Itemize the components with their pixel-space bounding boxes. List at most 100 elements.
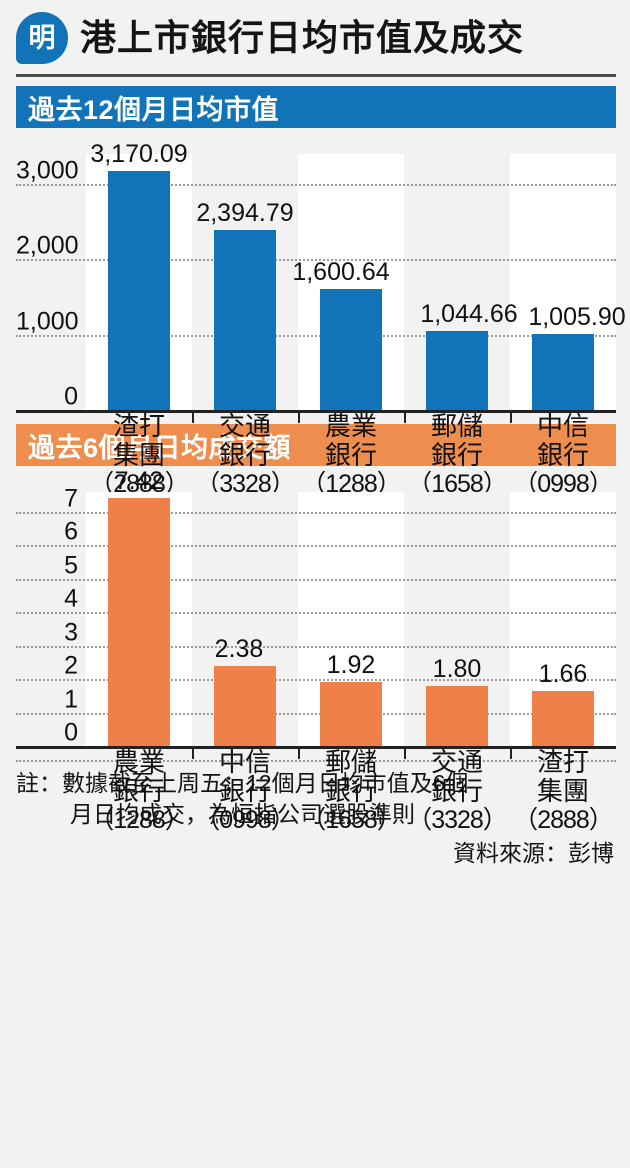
bar[interactable] — [108, 171, 170, 410]
gridline — [16, 712, 616, 715]
bank-name-line: 銀行 — [324, 776, 377, 807]
bar[interactable] — [214, 666, 276, 746]
bar[interactable] — [532, 334, 594, 410]
y-axis-tick-label: 1,000 — [16, 307, 79, 336]
x-axis-tick — [192, 410, 298, 423]
bar[interactable] — [532, 690, 594, 746]
footnote: 註：數據截至上周五；12個月日均市值及6個 月日均成交，為恒指公司選股準則 — [16, 768, 614, 830]
logo-character: 明 — [28, 22, 56, 54]
bank-name-line: 渣打 — [536, 747, 589, 777]
bar-value-label: 1.80 — [432, 654, 482, 683]
bank-name-line: 銀行 — [112, 776, 165, 807]
bank-name-line: 農業 — [324, 411, 377, 441]
chart1-x-axis-labels: 渣打 集團 （2888） 交通 銀行 （3328） 農業 銀行 （1288） 郵儲 銀行 （1658）… — [86, 411, 616, 498]
bar[interactable] — [426, 331, 488, 410]
title-divider — [16, 74, 616, 77]
bank-name-line: 郵儲 — [324, 747, 377, 777]
bar[interactable] — [320, 289, 382, 410]
stock-code: （1288） — [89, 806, 190, 835]
bar-group[interactable]: 1.66 — [510, 492, 616, 746]
gridline — [16, 578, 616, 581]
y-axis-tick-label: 4 — [64, 584, 78, 613]
bar-group[interactable]: 3,170.09 — [86, 140, 192, 410]
bank-name-line: 銀行 — [218, 440, 271, 471]
y-axis-tick-label: 2 — [64, 651, 78, 680]
chart1-plot-area: 0 1,000 2,000 3,000 3,170.09 2,394.79 1,600.6… — [16, 140, 626, 413]
mingpao-logo: 明 — [16, 12, 68, 64]
bar-value-label: 3,170.09 — [90, 140, 188, 169]
bar-group[interactable]: 1.80 — [404, 492, 510, 746]
chart2-plot-area: 0 1 2 3 4 5 6 7 7.42 2.38 1.92 1.80 1.66 — [16, 467, 616, 749]
source-line: 資料來源：彭博 — [453, 840, 614, 867]
bar-value-label: 7.42 — [114, 467, 164, 496]
y-axis-tick-label: 2,000 — [16, 231, 79, 260]
x-axis-tick — [404, 410, 510, 423]
gridline — [16, 545, 616, 548]
bar-group[interactable]: 1,600.64 — [292, 154, 404, 410]
bank-name-line: 郵儲 — [430, 411, 483, 441]
x-axis-tick — [510, 410, 616, 423]
y-axis-tick-label: 0 — [64, 382, 78, 411]
chart1-x-axis-line — [16, 410, 616, 413]
x-axis-category-label: 中信 銀行 （0998） — [510, 411, 616, 498]
y-axis-tick-label: 5 — [64, 551, 78, 580]
bar-value-label: 1.92 — [326, 650, 376, 679]
bar[interactable] — [214, 229, 276, 410]
bar-group[interactable]: 1,005.90 — [510, 154, 626, 410]
masthead: 明 港上市銀行日均市值及成交 — [0, 0, 630, 70]
x-axis-category-label: 交通 銀行 （3328） — [404, 747, 510, 835]
bank-name-line: 集團 — [112, 440, 165, 471]
bank-name-line: 銀行 — [536, 440, 589, 471]
bar-value-label: 1.66 — [538, 659, 588, 688]
bar[interactable] — [320, 681, 382, 746]
bank-name-line: 銀行 — [430, 440, 483, 471]
bar-value-label: 2.38 — [214, 635, 264, 664]
bank-name-line: 交通 — [218, 411, 271, 441]
bank-name-line: 農業 — [112, 747, 165, 777]
section-header-turnover-label: 過去6個月日均成交額 — [28, 432, 292, 463]
chart2-x-axis-ticks — [86, 746, 616, 759]
bar-value-label: 1,600.64 — [292, 258, 390, 287]
bar-group[interactable]: 2,394.79 — [192, 154, 298, 410]
bank-name-line: 銀行 — [218, 776, 271, 807]
bar-group[interactable]: 2.38 — [192, 492, 298, 746]
x-axis-category-label: 郵儲 銀行 （1658） — [404, 411, 510, 498]
bar-group[interactable]: 1.92 — [298, 492, 404, 746]
y-axis-tick-label: 7 — [64, 484, 78, 513]
bar-group[interactable]: 1,044.66 — [404, 154, 518, 410]
section-header-market-value-label: 過去12個月日均市值 — [28, 94, 280, 125]
x-axis-category-label: 交通 銀行 （3328） — [192, 411, 298, 498]
bar-group[interactable]: 7.42 — [86, 467, 192, 746]
bank-name-line: 渣打 — [112, 411, 165, 441]
stock-code: （3328） — [407, 806, 508, 835]
gridline — [16, 512, 616, 515]
x-axis-category-label: 農業 銀行 （1288） — [298, 411, 404, 498]
gridline — [16, 679, 616, 682]
chart1-bars: 3,170.09 2,394.79 1,600.64 1,044.66 1,005.90 — [86, 140, 626, 410]
bar[interactable] — [426, 685, 488, 746]
x-axis-category-label: 郵儲 銀行 （1658） — [298, 747, 404, 835]
x-axis-category-label: 中信 銀行 （0998） — [192, 747, 298, 834]
chart2-x-axis-labels: 農業 銀行 （1288） 中信 銀行 （0998） 郵儲 銀行 （1658） 交通 銀行 （3328）… — [86, 747, 616, 835]
x-axis-tick — [404, 746, 510, 759]
chart2-x-axis-line — [16, 746, 616, 749]
stock-code: （1658） — [301, 806, 402, 835]
chart1-x-axis-ticks — [86, 410, 616, 423]
x-axis-tick — [298, 746, 404, 759]
stock-code: （2888） — [513, 806, 614, 835]
bar[interactable] — [108, 498, 170, 746]
bank-name-line: 集團 — [536, 776, 589, 807]
x-axis-category-label: 渣打 集團 （2888） — [510, 747, 616, 835]
bar-value-label: 2,394.79 — [196, 198, 294, 227]
chart1-band-axis — [16, 154, 86, 410]
x-axis-category-label: 農業 銀行 （1288） — [86, 747, 192, 835]
chart2-bars: 7.42 2.38 1.92 1.80 1.66 — [86, 467, 616, 746]
y-axis-tick-label: 1 — [64, 685, 78, 714]
footnote-line-2: 月日均成交，為恒指公司選股準則 — [70, 801, 415, 828]
page-title: 港上市銀行日均市值及成交 — [80, 17, 525, 59]
bar-value-label: 1,044.66 — [420, 300, 518, 329]
x-axis-tick — [510, 746, 616, 759]
gridline — [16, 334, 616, 337]
chart2-background-bands — [16, 492, 616, 746]
